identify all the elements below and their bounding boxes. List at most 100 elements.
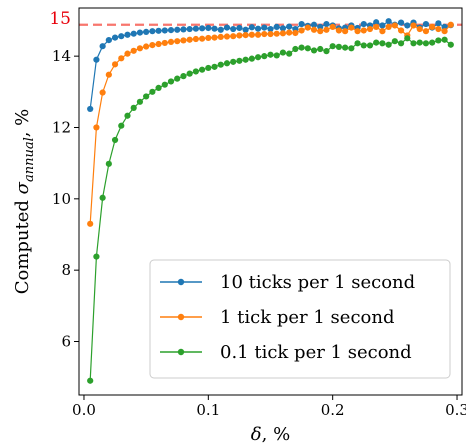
data-point xyxy=(143,43,150,50)
data-point xyxy=(118,122,125,129)
data-point xyxy=(391,22,398,29)
data-point xyxy=(317,45,324,53)
data-point xyxy=(242,32,249,39)
data-point xyxy=(286,29,293,36)
data-point xyxy=(111,136,119,144)
data-point xyxy=(192,35,199,43)
data-point xyxy=(99,194,106,201)
data-point xyxy=(360,20,367,28)
legend-marker xyxy=(177,313,185,321)
data-point xyxy=(342,28,349,35)
data-point xyxy=(217,26,224,33)
data-point xyxy=(136,29,144,36)
data-point xyxy=(435,37,442,44)
data-point xyxy=(267,25,274,33)
data-point xyxy=(211,34,218,41)
data-point xyxy=(105,71,112,78)
data-point xyxy=(379,40,386,47)
legend-label: 0.1 tick per 1 second xyxy=(220,342,412,363)
legend-label: 10 ticks per 1 second xyxy=(220,272,415,293)
y-tick-label: 6 xyxy=(61,332,71,350)
data-point xyxy=(385,23,392,31)
data-point xyxy=(429,39,436,46)
data-point xyxy=(205,64,212,72)
data-point xyxy=(124,31,131,38)
data-point xyxy=(373,19,380,26)
data-point xyxy=(223,60,231,67)
data-point xyxy=(155,27,162,34)
data-point xyxy=(435,25,442,33)
data-point xyxy=(360,42,367,49)
data-point xyxy=(242,56,249,63)
y-tick-label: 12 xyxy=(52,118,71,136)
data-point xyxy=(304,45,311,52)
data-point xyxy=(236,32,243,39)
data-point xyxy=(279,49,287,56)
data-point xyxy=(323,26,330,33)
data-point xyxy=(441,36,448,43)
data-point xyxy=(385,41,392,48)
data-point xyxy=(354,40,361,47)
data-point xyxy=(149,41,156,49)
data-point xyxy=(242,26,249,33)
data-point xyxy=(167,27,175,34)
data-point xyxy=(93,56,100,63)
data-point xyxy=(136,98,144,105)
data-point xyxy=(310,47,318,54)
data-point xyxy=(354,28,361,35)
data-point xyxy=(174,38,181,45)
data-point xyxy=(379,22,386,29)
data-point xyxy=(416,39,423,46)
data-point xyxy=(155,84,162,91)
data-point xyxy=(248,55,255,62)
legend-label: 1 tick per 1 second xyxy=(220,307,394,328)
data-point xyxy=(323,48,330,55)
data-point xyxy=(261,30,268,38)
data-point xyxy=(298,27,305,34)
data-point xyxy=(447,21,454,28)
data-point xyxy=(397,27,405,34)
data-point xyxy=(385,18,392,25)
series-3 xyxy=(87,35,454,384)
data-point xyxy=(118,33,125,40)
data-point xyxy=(124,50,131,57)
legend-item: 0.1 tick per 1 second xyxy=(160,342,412,363)
data-point xyxy=(174,26,181,33)
data-point xyxy=(161,39,168,47)
data-point xyxy=(373,23,380,31)
data-point xyxy=(397,40,405,47)
data-point xyxy=(230,58,237,65)
x-tick-label: 0.0 xyxy=(72,401,96,419)
data-point xyxy=(429,23,436,31)
data-point xyxy=(404,22,411,29)
data-point xyxy=(447,41,454,48)
data-point xyxy=(167,78,175,85)
data-point xyxy=(360,27,367,34)
data-point xyxy=(111,34,119,41)
data-point xyxy=(273,23,280,31)
data-point xyxy=(310,26,318,33)
data-point xyxy=(366,25,374,33)
data-point xyxy=(441,23,448,31)
data-point xyxy=(167,38,175,45)
data-point xyxy=(161,81,168,88)
data-point xyxy=(223,24,231,31)
data-point xyxy=(211,25,218,32)
data-point xyxy=(348,45,355,52)
data-point xyxy=(304,24,311,31)
data-point xyxy=(155,40,162,48)
data-point xyxy=(416,25,423,33)
data-point xyxy=(130,30,137,37)
data-point xyxy=(93,124,100,131)
legend-item: 1 tick per 1 second xyxy=(160,307,394,328)
legend-item: 10 ticks per 1 second xyxy=(160,272,415,293)
data-point xyxy=(111,61,119,68)
data-point xyxy=(180,26,187,33)
data-point xyxy=(105,160,112,167)
data-point xyxy=(99,43,106,50)
data-point xyxy=(286,50,293,57)
data-point xyxy=(186,25,193,33)
data-point xyxy=(391,38,398,45)
data-point xyxy=(286,23,293,30)
